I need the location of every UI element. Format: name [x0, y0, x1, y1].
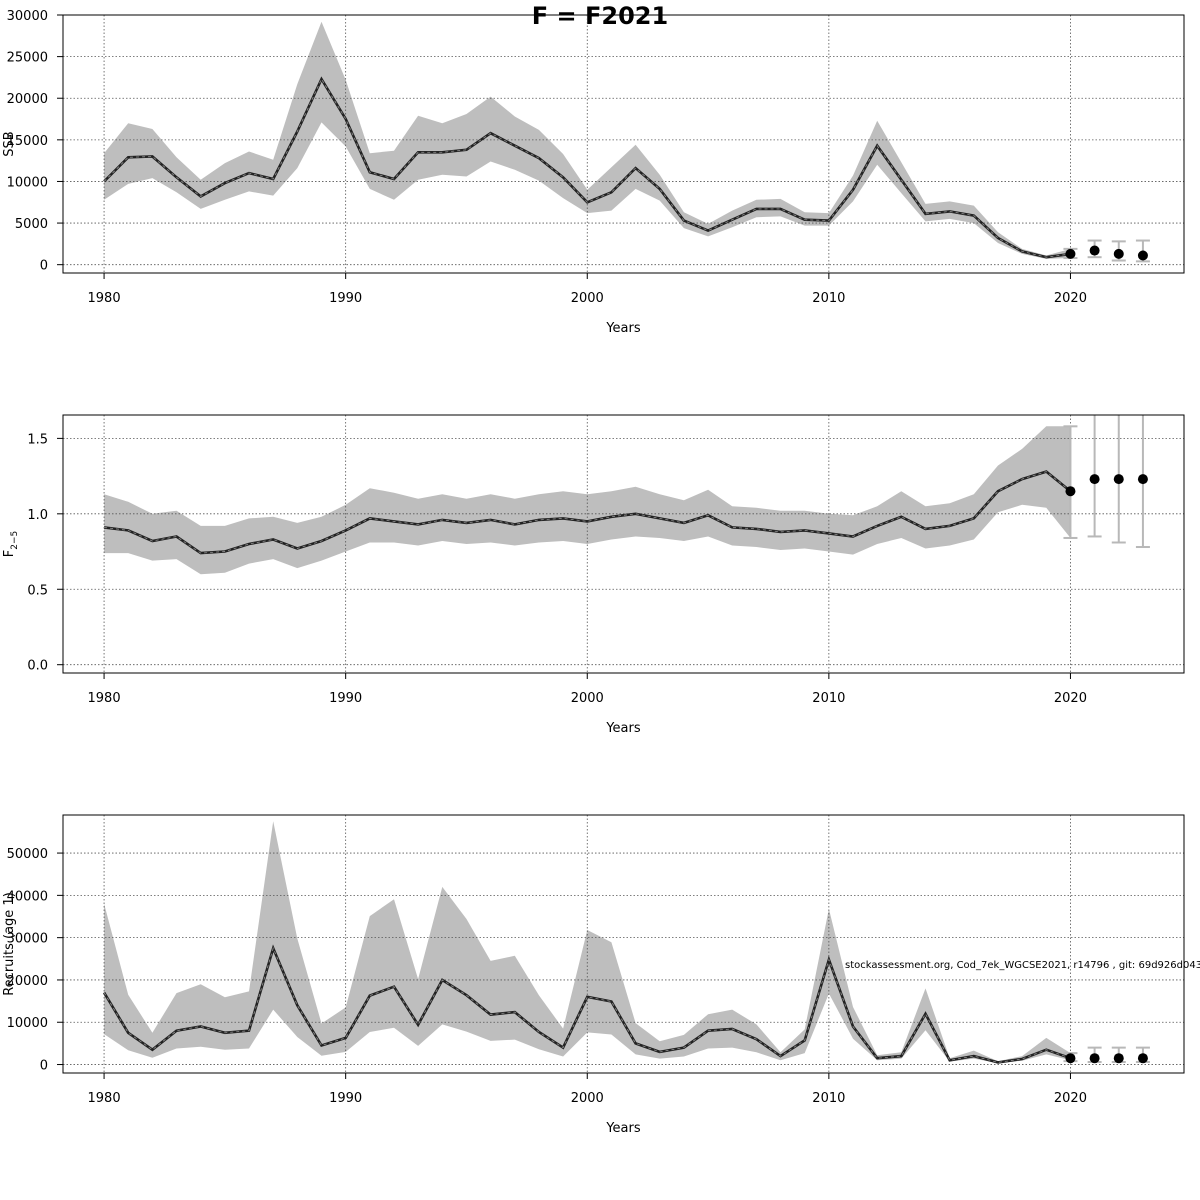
- y-axis-label-subscript: 2−5: [10, 531, 20, 550]
- x-tick-label: 2000: [571, 291, 604, 306]
- x-tick-label: 2000: [571, 691, 604, 706]
- x-tick-label: 2000: [571, 1091, 604, 1106]
- y-axis-label: SSB: [2, 131, 17, 156]
- y-tick-label: 1.5: [27, 432, 48, 447]
- y-tick-label: 20000: [7, 974, 48, 989]
- forecast-point: [1089, 1053, 1100, 1064]
- forecast-point: [1065, 486, 1076, 497]
- main-title: F = F2021: [532, 2, 668, 30]
- plot-frame: [62, 14, 1185, 274]
- x-tick-label: 1990: [329, 291, 362, 306]
- forecast-point: [1113, 1053, 1124, 1064]
- x-tick-label: 2020: [1054, 691, 1087, 706]
- y-tick-label: 30000: [7, 932, 48, 947]
- x-tick-label: 1990: [329, 691, 362, 706]
- watermark: stockassessment.org, Cod_7ek_WGCSE2021, …: [845, 960, 1200, 971]
- estimate-line-dash: [104, 471, 1071, 554]
- ssb-panel: 1980 1990 2000 2010 2020 Years 0 5000 10000 15000…: [2, 9, 1185, 336]
- forecast-point: [1065, 1053, 1076, 1064]
- y-tick-label: 0.0: [27, 659, 48, 674]
- forecast-point: [1137, 474, 1148, 485]
- y-tick-label: 0: [40, 259, 48, 274]
- y-axis-label: F2−5: [2, 531, 20, 557]
- fishing-mortality-panel: 1980 1990 2000 2010 2020 Years 0.0 0.5 1.0 1.5 F2−…: [2, 414, 1185, 736]
- x-axis-label: Years: [605, 1121, 641, 1136]
- x-axis-label: Years: [605, 321, 641, 336]
- forecast-point: [1089, 474, 1100, 485]
- y-axis-label-text: Recruits (age 1): [2, 892, 17, 996]
- y-tick-label: 25000: [7, 51, 48, 66]
- forecast-point: [1065, 248, 1076, 259]
- y-tick-label: 10000: [7, 1016, 48, 1031]
- y-tick-label: 10000: [7, 175, 48, 190]
- x-tick-label: 2020: [1054, 1091, 1087, 1106]
- x-tick-label: 2010: [812, 691, 845, 706]
- x-tick-label: 1980: [88, 691, 121, 706]
- x-tick-label: 2010: [812, 1091, 845, 1106]
- forecast-point: [1113, 248, 1124, 259]
- y-tick-label: 5000: [15, 217, 48, 232]
- forecast-point: [1137, 250, 1148, 261]
- y-tick-label: 1.0: [27, 508, 48, 523]
- recruits-panel: 1980 1990 2000 2010 2020 Years 0 10000 20000 3000…: [2, 814, 1185, 1136]
- y-tick-label: 15000: [7, 134, 48, 149]
- x-tick-label: 1990: [329, 1091, 362, 1106]
- estimate-line-dash: [103, 78, 1071, 258]
- forecast-point: [1137, 1053, 1148, 1064]
- y-tick-label: 40000: [7, 889, 48, 904]
- forecast-point: [1089, 245, 1100, 256]
- y-tick-label: 0.5: [27, 583, 48, 598]
- y-tick-label: 30000: [7, 9, 48, 24]
- forecast-point: [1113, 474, 1124, 485]
- y-tick-label: 0: [40, 1059, 48, 1074]
- y-tick-label: 20000: [7, 92, 48, 107]
- y-axis-label-text: F: [2, 550, 17, 557]
- y-axis-label-text: SSB: [2, 131, 17, 156]
- x-tick-label: 2010: [812, 291, 845, 306]
- x-tick-label: 2020: [1054, 291, 1087, 306]
- estimate-line-dash: [103, 946, 1071, 1063]
- y-tick-label: 50000: [7, 847, 48, 862]
- x-axis-label: Years: [605, 721, 641, 736]
- x-tick-label: 1980: [88, 291, 121, 306]
- confidence-band: [104, 21, 1071, 259]
- x-tick-label: 1980: [88, 1091, 121, 1106]
- y-axis-label: Recruits (age 1): [2, 892, 17, 996]
